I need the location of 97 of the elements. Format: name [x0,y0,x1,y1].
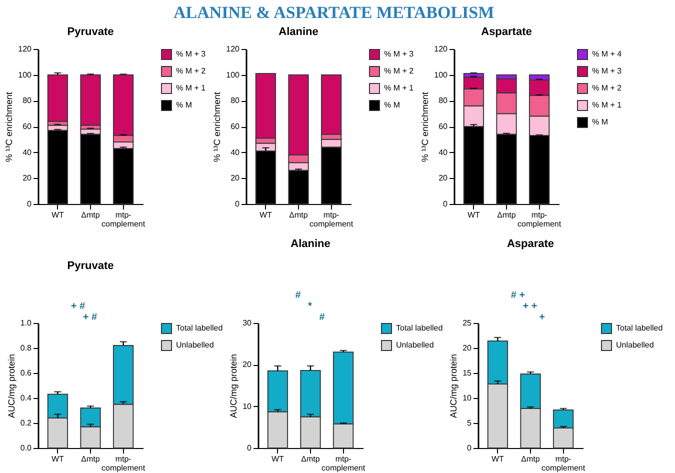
bar [80,74,101,126]
y-tick-label: 120 [18,44,32,54]
text: * [308,301,312,312]
legend-label: % M + 1 [176,84,206,92]
chart-title: Aspartate [481,26,532,38]
chart-title: Alanine [290,238,330,250]
y-tick-label: 20 [438,174,448,183]
y-tick-label: 0 [467,444,472,452]
y-tick-label: 25 [462,318,472,328]
legend-label: % M + 2 [384,66,414,76]
text: # [319,312,326,323]
y-tick-label: 40 [230,148,240,157]
y-axis-title: AUC/mg protein [228,354,239,418]
y-tick-label: 0 [27,200,32,208]
chart-title: Pyruvate [67,260,114,272]
legend-label: % M + 3 [592,66,622,76]
y-tick-label: 0.0 [20,444,32,452]
bar [47,74,68,122]
x-tick-label: WT [259,210,272,220]
y-tick-label: 0.8 [20,344,32,352]
text: + [539,312,546,323]
legend-label: Total labelled [616,324,663,332]
legend-label: Total labelled [396,324,443,332]
y-axis-title: % ¹³C enrichment [420,92,430,162]
x-tick-label: mtp-complement [102,210,146,228]
chart-title: Alanine [278,26,318,38]
y-tick-label: 100 [226,70,240,80]
text: # + [510,290,526,301]
y-axis-title: % ¹³C enrichment [212,92,222,162]
chart-title: Asparate [506,238,554,250]
x-tick-label: Δmtp [289,210,308,220]
y-tick-label: 40 [438,148,448,157]
y-axis-title: AUC/mg protein [6,354,16,418]
x-tick-label: Δmtp [521,454,540,464]
y-tick-label: 20 [462,344,472,352]
text: ALANINE & ASPARTATE METABOLISM [173,3,494,22]
chart-title: Pyruvate [67,26,114,38]
legend-label: Unlabelled [616,340,654,350]
legend-label: % M + 1 [384,84,414,92]
x-tick-label: WT [491,454,504,464]
legend-label: % M + 2 [592,84,622,92]
y-tick-label: 5 [467,418,472,428]
y-tick-label: 60 [438,122,448,131]
y-tick-label: 20 [22,174,32,183]
y-tick-label: 30 [242,318,252,328]
text: + # [82,312,98,323]
legend-label: % M + 3 [176,50,206,58]
y-tick-label: 20 [230,174,240,183]
legend-label: Total labelled [176,324,223,332]
legend-label: % M [176,100,192,110]
x-tick-label: mtp-complement [322,454,366,472]
text: + + [522,301,538,312]
y-tick-label: 80 [230,96,240,106]
x-tick-label: mtp-complement [518,210,562,228]
y-axis-title: % ¹³C enrichment [4,92,14,162]
legend-label: Unlabelled [176,340,214,350]
x-tick-label: mtp-complement [542,454,586,472]
x-tick-label: WT [271,454,284,464]
y-axis-title: AUC/mg protein [448,354,459,418]
y-tick-label: 40 [22,148,32,157]
legend-label: % M + 2 [176,66,206,76]
legend-label: % M + 4 [592,50,622,58]
y-tick-label: 100 [434,70,448,80]
x-tick-label: WT [51,454,64,464]
x-tick-label: Δmtp [301,454,320,464]
y-tick-label: 80 [22,96,32,106]
x-tick-label: mtp-complement [102,454,146,472]
x-tick-label: mtp-complement [310,210,354,228]
y-tick-label: 0.2 [20,418,32,428]
y-tick-label: 15 [462,368,472,378]
y-tick-label: 10 [462,394,472,402]
y-tick-label: 0.6 [20,368,32,378]
y-tick-label: 60 [230,122,240,131]
text: # [295,290,302,301]
y-tick-label: 1.0 [20,318,32,328]
x-tick-label: WT [51,210,64,220]
legend-label: % M [592,118,608,126]
y-tick-label: 100 [18,70,32,80]
legend-label: % M + 3 [384,50,414,58]
x-tick-label: Δmtp [497,210,516,220]
legend-label: % M + 1 [592,100,622,110]
y-tick-label: 0.4 [20,394,32,402]
x-tick-label: Δmtp [81,454,100,464]
y-tick-label: 0 [235,200,240,208]
y-tick-label: 10 [242,402,252,411]
y-tick-label: 60 [22,122,32,131]
legend-label: % M [384,100,400,110]
text: + # [70,301,86,312]
y-tick-label: 20 [242,360,252,370]
x-tick-label: Δmtp [81,210,100,220]
x-tick-label: WT [467,210,480,220]
y-tick-label: 0 [247,444,252,452]
legend-label: Unlabelled [396,340,434,350]
y-tick-label: 80 [438,96,448,106]
y-tick-label: 0 [443,200,448,208]
y-tick-label: 120 [226,44,240,54]
y-tick-label: 120 [434,44,448,54]
